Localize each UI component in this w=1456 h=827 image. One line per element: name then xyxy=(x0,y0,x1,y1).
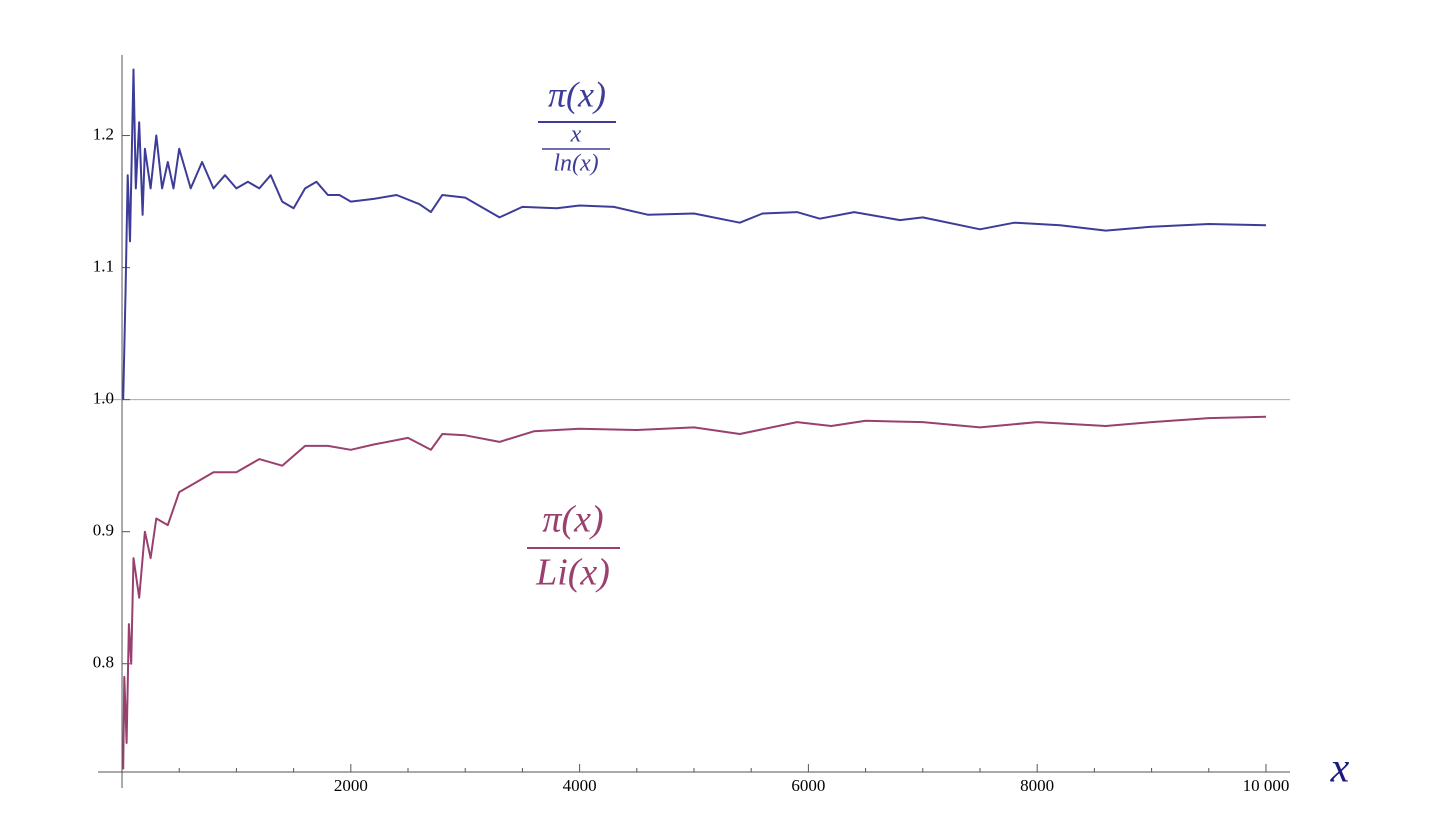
y-tick-label: 1.0 xyxy=(93,389,114,408)
x-tick-label: 6000 xyxy=(791,776,825,795)
annotation-numerator: π(x) xyxy=(542,499,603,541)
y-tick-label: 0.8 xyxy=(93,653,114,672)
annotation-numerator: π(x) xyxy=(548,74,606,114)
y-tick-label: 0.9 xyxy=(93,521,114,540)
annotation-denominator: Li(x) xyxy=(535,552,610,594)
annotation-denominator-bottom: ln(x) xyxy=(553,151,598,177)
x-tick-label: 2000 xyxy=(334,776,368,795)
series-line xyxy=(122,415,1267,770)
x-axis-label: x xyxy=(1330,746,1350,792)
series-line xyxy=(122,68,1267,400)
x-tick-label: 4000 xyxy=(563,776,597,795)
y-tick-label: 1.1 xyxy=(93,256,114,275)
x-tick-label: 8000 xyxy=(1020,776,1054,795)
annotation-denominator-top: x xyxy=(570,122,582,148)
x-tick-label: 10 000 xyxy=(1243,776,1290,795)
y-tick-label: 1.2 xyxy=(93,124,114,143)
